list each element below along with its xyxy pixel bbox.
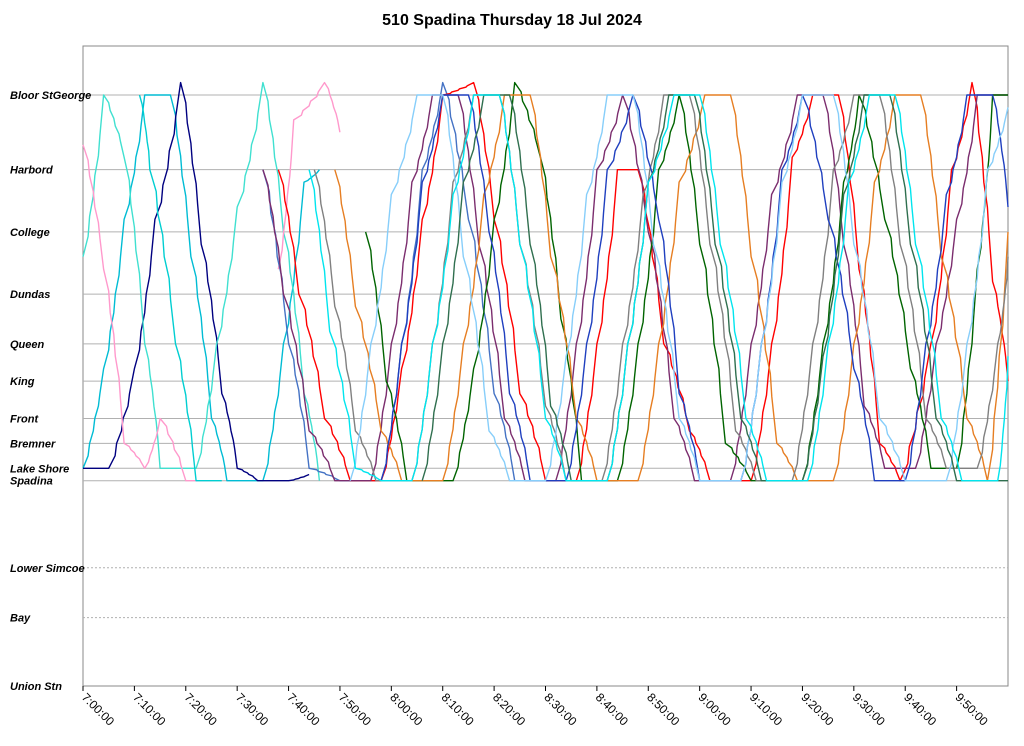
x-tick-label: 7:20:00 [182, 690, 220, 728]
vehicle-trace-14 [349, 94, 1009, 482]
stop-label: Lower Simcoe [10, 563, 85, 575]
stop-label: Queen [10, 339, 45, 351]
stop-label: Lake Shore [10, 463, 69, 475]
x-tick-label: 8:10:00 [439, 690, 477, 728]
x-tick-label: 9:40:00 [901, 690, 939, 728]
x-tick-label: 9:20:00 [798, 690, 836, 728]
stop-label: Dundas [10, 289, 50, 301]
stop-labels: Bloor StGeorge Harbord College Dundas Queen K… [10, 90, 91, 693]
vehicle-trace-16 [308, 94, 1009, 482]
series-lines [82, 81, 1009, 482]
vehicle-trace-10 [364, 81, 1008, 482]
stop-label: Bay [10, 613, 31, 625]
vehicle-trace-3 [82, 81, 321, 481]
x-tick-label: 7:40:00 [284, 690, 322, 728]
x-tick-label: 9:50:00 [952, 690, 990, 728]
stop-label: Union Stn [10, 681, 62, 693]
x-tick-label: 7:00:00 [79, 690, 117, 728]
x-tick-label: 8:00:00 [387, 690, 425, 728]
vehicle-trace-2 [83, 81, 310, 482]
x-tick-label: 7:10:00 [130, 690, 168, 728]
vehicle-trace-5 [277, 81, 341, 270]
x-tick-label: 9:00:00 [696, 690, 734, 728]
stop-label: College [10, 227, 50, 239]
stop-label: Bremner [10, 438, 56, 450]
vehicle-trace-9 [262, 94, 1008, 482]
x-tick-label: 8:50:00 [644, 690, 682, 728]
vehicle-trace-6 [138, 94, 222, 482]
stop-label: Spadina [10, 476, 53, 488]
stop-label: Harbord [10, 165, 53, 177]
x-tick-label: 7:50:00 [336, 690, 374, 728]
x-tick-label: 7:30:00 [233, 690, 271, 728]
stop-label: Front [10, 413, 39, 425]
x-tick-label: 8:30:00 [541, 690, 579, 728]
plot-area [82, 45, 1009, 687]
x-tick-label: 9:10:00 [747, 690, 785, 728]
vehicle-trace-11 [334, 94, 1009, 482]
stop-label: Bloor StGeorge [10, 90, 91, 102]
vehicle-trace-1 [82, 94, 320, 482]
x-tick-label: 8:40:00 [593, 690, 631, 728]
chart-title: 510 Spadina Thursday 18 Jul 2024 [382, 12, 642, 29]
stop-label: King [10, 376, 35, 388]
x-axis-ticks: 7:00:00 7:10:00 7:20:00 7:30:00 7:40:00 7:50:… [79, 686, 991, 729]
x-tick-label: 9:30:00 [850, 690, 888, 728]
vehicle-trace-4 [82, 144, 212, 482]
vehicle-trace-13 [380, 94, 1009, 482]
x-tick-label: 8:20:00 [490, 690, 528, 728]
